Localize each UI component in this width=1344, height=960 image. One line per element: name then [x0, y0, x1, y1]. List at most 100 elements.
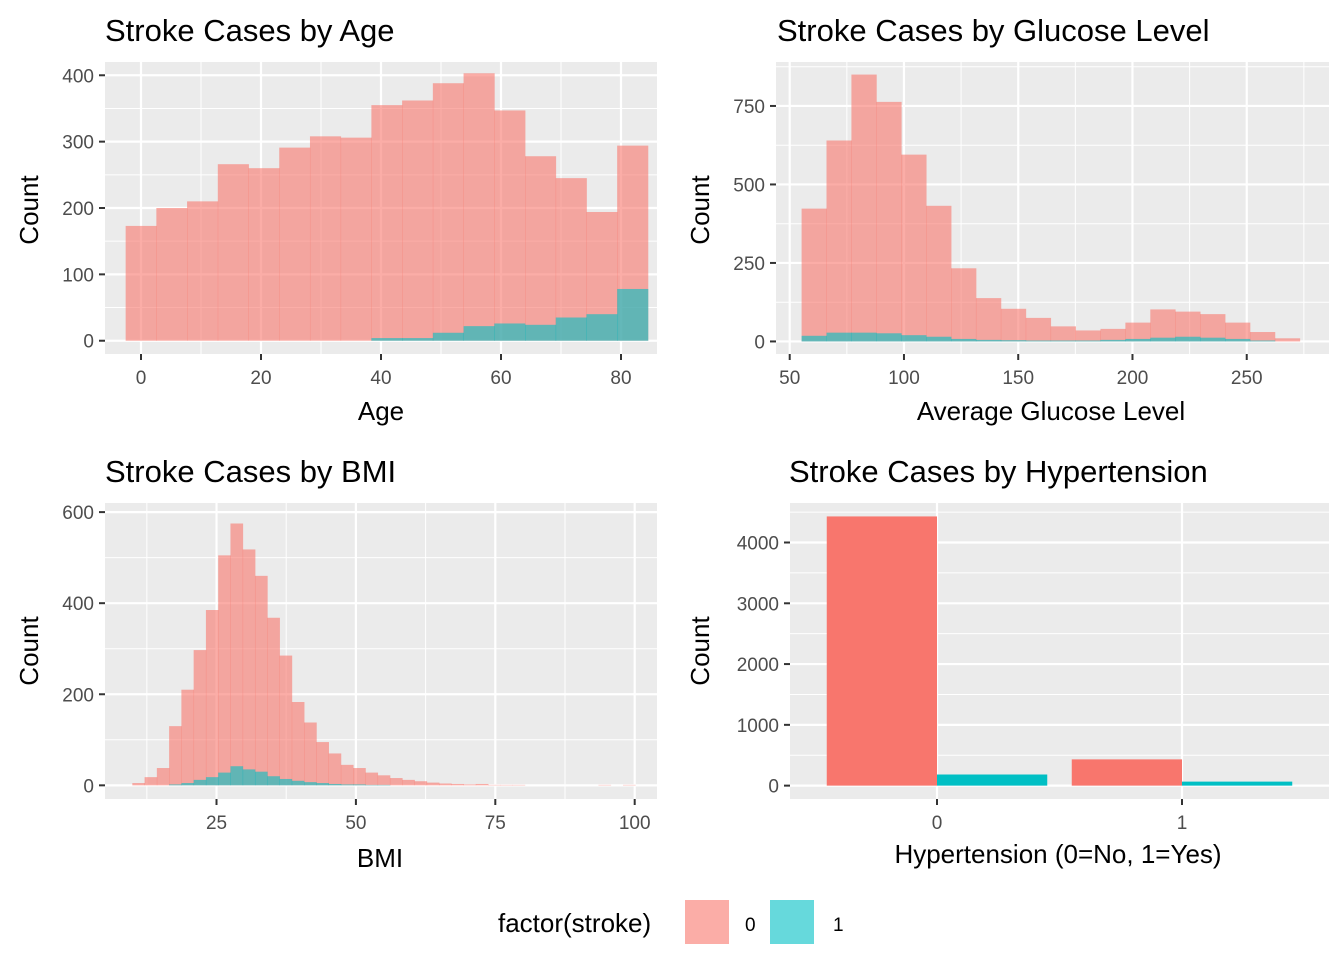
hypertension-chart-title: Stroke Cases by Hypertension [789, 454, 1208, 489]
age-hist-bar-stroke-0 [402, 100, 434, 341]
bmi-hist-bar-stroke-0 [377, 775, 391, 786]
age-x-tick-label: 20 [250, 368, 271, 389]
bmi-hist-bar-stroke-0 [426, 782, 440, 786]
glucose-hist-bar-stroke-0 [1150, 309, 1176, 342]
glucose-hist-bar-stroke-0 [1175, 311, 1201, 342]
glucose-hist-bar-stroke-0 [951, 268, 977, 342]
glucose-x-tick-label: 250 [1231, 368, 1263, 389]
bmi-hist-bar-stroke-1 [340, 784, 354, 786]
age-hist-bar-stroke-0 [463, 73, 495, 341]
bmi-hist-bar-stroke-0 [353, 768, 366, 786]
glucose-hist-bar-stroke-1 [1025, 340, 1052, 342]
age-y-axis-label: Count [14, 175, 44, 245]
age-hist-bar-stroke-1 [586, 314, 618, 341]
bmi-x-tick-label: 100 [619, 813, 651, 834]
age-hist-bar-stroke-0 [432, 83, 464, 341]
age-plot-area [105, 62, 657, 354]
bmi-hist-bar-stroke-0 [414, 781, 428, 786]
bmi-hist-bar-stroke-1 [205, 777, 219, 786]
age-hist-bar-stroke-1 [494, 323, 526, 341]
legend-label-1: 1 [833, 915, 844, 936]
bmi-hist-bar-stroke-0 [156, 768, 170, 786]
hypertension-x-axis-label: Hypertension (0=No, 1=Yes) [894, 839, 1221, 869]
glucose-y-tick-label: 500 [733, 175, 765, 196]
bmi-hist-bar-stroke-0 [242, 549, 256, 786]
glucose-hist-bar-stroke-0 [851, 74, 877, 342]
glucose-hist-bar-stroke-0 [1225, 322, 1251, 342]
bmi-hist-bar-stroke-0 [402, 779, 415, 786]
bmi-hist-bar-stroke-0 [254, 575, 268, 786]
hypertension-bar-stroke-0-cat-1 [1071, 759, 1182, 786]
glucose-hist-bar-stroke-1 [1050, 340, 1076, 342]
bmi-hist-bar-stroke-0 [463, 784, 477, 786]
age-y-tick-label: 100 [62, 265, 94, 286]
bmi-hist-bar-stroke-1 [291, 780, 305, 786]
bmi-hist-bar-stroke-0 [230, 523, 244, 786]
bmi-x-tick-label: 75 [485, 813, 506, 834]
bmi-hist-bar-stroke-0 [438, 783, 452, 786]
glucose-hist-bar-stroke-1 [1075, 340, 1101, 342]
bmi-y-tick-label: 0 [83, 776, 94, 797]
bmi-hist-bar-stroke-0 [365, 772, 379, 786]
age-panel: Stroke Cases by Age Age Count 0100200300… [14, 13, 657, 426]
glucose-hist-bar-stroke-1 [1175, 336, 1201, 342]
glucose-hist-bar-stroke-1 [826, 332, 852, 342]
bmi-chart-title: Stroke Cases by BMI [105, 454, 396, 489]
bmi-hist-bar-stroke-0 [291, 702, 305, 786]
age-hist-bar-stroke-0 [187, 201, 219, 341]
hypertension-plot-area [790, 503, 1329, 799]
bmi-y-tick-label: 400 [62, 594, 94, 615]
hypertension-y-tick-label: 0 [768, 777, 779, 798]
bmi-hist-bar-stroke-0 [181, 689, 195, 786]
bmi-hist-bar-stroke-0 [267, 617, 280, 786]
glucose-hist-bar-stroke-1 [951, 338, 977, 342]
glucose-hist-bar-stroke-1 [851, 332, 877, 342]
glucose-hist-bar-stroke-1 [1225, 338, 1251, 342]
age-chart-title: Stroke Cases by Age [105, 13, 395, 48]
age-x-tick-label: 40 [370, 368, 391, 389]
age-hist-bar-stroke-0 [525, 156, 557, 341]
bmi-hist-bar-stroke-0 [316, 742, 329, 786]
bmi-hist-bar-stroke-0 [451, 783, 464, 786]
glucose-y-axis-label: Count [685, 175, 715, 245]
bmi-hist-bar-stroke-1 [279, 778, 293, 786]
bmi-hist-bar-stroke-1 [169, 784, 182, 786]
bmi-hist-bar-stroke-1 [218, 772, 231, 786]
glucose-chart-title: Stroke Cases by Glucose Level [777, 13, 1210, 48]
age-hist-bar-stroke-1 [555, 317, 587, 341]
glucose-hist-bar-stroke-0 [1075, 330, 1101, 342]
glucose-hist-bar-stroke-0 [801, 208, 827, 342]
glucose-hist-bar-stroke-1 [801, 335, 827, 342]
glucose-hist-bar-stroke-1 [1249, 340, 1276, 342]
bmi-x-tick-label: 25 [206, 813, 227, 834]
bmi-hist-bar-stroke-0 [132, 783, 145, 786]
age-hist-bar-stroke-1 [525, 324, 557, 341]
bmi-hist-bar-stroke-1 [316, 783, 329, 786]
glucose-x-tick-label: 50 [779, 368, 800, 389]
hypertension-y-tick-label: 3000 [737, 594, 779, 615]
bmi-hist-bar-stroke-1 [181, 783, 195, 786]
age-hist-bar-stroke-1 [617, 288, 649, 341]
age-hist-bar-stroke-0 [248, 168, 280, 341]
bmi-hist-bar-stroke-1 [304, 782, 317, 786]
glucose-hist-bar-stroke-1 [1200, 337, 1226, 342]
glucose-hist-bar-stroke-0 [975, 298, 1002, 342]
age-x-tick-label: 60 [490, 368, 511, 389]
bmi-hist-bar-stroke-0 [328, 753, 342, 786]
bmi-hist-bar-stroke-0 [193, 650, 207, 786]
bmi-hist-bar-stroke-0 [304, 722, 317, 786]
bmi-hist-bar-stroke-0 [144, 777, 158, 786]
glucose-panel: Stroke Cases by Glucose Level Average Gl… [685, 13, 1329, 426]
glucose-hist-bar-stroke-1 [1000, 340, 1027, 342]
age-hist-bar-stroke-0 [156, 208, 188, 341]
glucose-hist-bar-stroke-1 [901, 335, 927, 342]
age-hist-bar-stroke-1 [402, 338, 434, 341]
glucose-hist-bar-stroke-0 [1125, 322, 1151, 342]
age-hist-bar-stroke-0 [371, 105, 403, 341]
glucose-y-tick-label: 0 [754, 332, 765, 353]
bmi-hist-bar-stroke-0 [340, 764, 354, 786]
legend-key-1 [770, 900, 814, 944]
age-x-tick-label: 80 [610, 368, 631, 389]
glucose-y-tick-label: 250 [733, 254, 765, 275]
bmi-plot-area [105, 503, 657, 799]
